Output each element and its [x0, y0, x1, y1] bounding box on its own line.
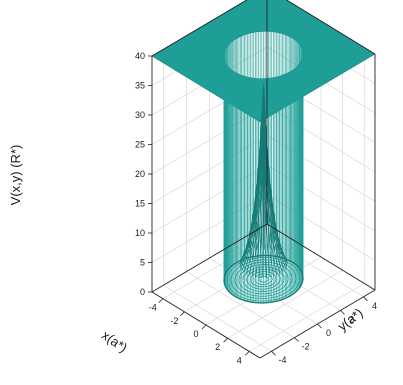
central-peak-line [243, 84, 264, 273]
central-peak-line [258, 84, 264, 279]
x-tick-label: 4 [237, 355, 242, 365]
box-edge [285, 0, 376, 55]
central-peak-line [255, 84, 264, 278]
x-tick-label: -4 [149, 303, 157, 313]
y-tick-mark [363, 296, 368, 302]
central-peak-line [251, 84, 264, 277]
central-peak-line [263, 84, 271, 278]
y-tick-mark [340, 310, 345, 315]
well-floor-ring [258, 275, 269, 283]
box-edge [266, 223, 376, 291]
grid-line [227, 269, 343, 339]
box-edge [151, 223, 268, 293]
z-tick-label: 20 [135, 169, 145, 179]
x-tick-label: -2 [170, 316, 178, 326]
well-floor-ring [254, 273, 273, 285]
z-tick-label: 15 [135, 199, 145, 209]
tick-layer: 0 5 10 15 20 25 30 35 40 -4 -2 0 2 4 -4 -2 0 2 4 [135, 51, 377, 365]
y-tick-label: -2 [301, 342, 309, 352]
z-tick-label: 30 [135, 110, 145, 120]
z-axis-title: V(x,y) (R*) [8, 145, 23, 206]
x-tick-label: 2 [215, 342, 220, 352]
x-tick-mark [201, 324, 207, 330]
y-tick-mark [294, 337, 299, 342]
z-tick-label: 35 [135, 81, 145, 91]
well-floor-ring [234, 261, 293, 297]
y-tick-label: 2 [349, 314, 354, 324]
central-peak-line [263, 84, 282, 254]
x-tick-mark [180, 311, 185, 317]
y-tick-mark [317, 323, 322, 329]
surface-mesh [151, 0, 376, 304]
well-floor-ring [246, 268, 281, 290]
well-floor-rim [223, 254, 304, 304]
y-tick-mark [271, 350, 276, 356]
z-tick-label: 0 [140, 287, 145, 297]
z-tick-label: 40 [135, 51, 145, 61]
x-axis-title: x(a*) [99, 327, 130, 355]
x-tick-label: 0 [193, 329, 198, 339]
central-peak-line [263, 84, 267, 278]
z-tick-label: 5 [140, 258, 145, 268]
y-tick-label: 4 [372, 301, 377, 311]
well-floor-ring [230, 259, 297, 300]
y-tick-label: 0 [326, 328, 331, 338]
x-tick-mark [158, 298, 164, 303]
central-peak-line [263, 84, 275, 277]
well-floor-ring [250, 271, 277, 288]
x-tick-mark [223, 337, 228, 343]
central-peak-line [263, 84, 279, 253]
box-edge [151, 0, 248, 57]
central-peak-line [263, 84, 278, 276]
grid-line [249, 283, 365, 352]
well-floor-ring [226, 257, 301, 302]
z-tick-label: 10 [135, 228, 145, 238]
well-floor-ring [238, 264, 289, 295]
y-tick-label: -4 [278, 355, 286, 365]
z-tick-label: 25 [135, 140, 145, 150]
well-floor-ring [242, 266, 285, 292]
central-peak-line [262, 84, 264, 279]
central-peak-line [245, 84, 264, 275]
x-tick-mark [244, 351, 250, 356]
